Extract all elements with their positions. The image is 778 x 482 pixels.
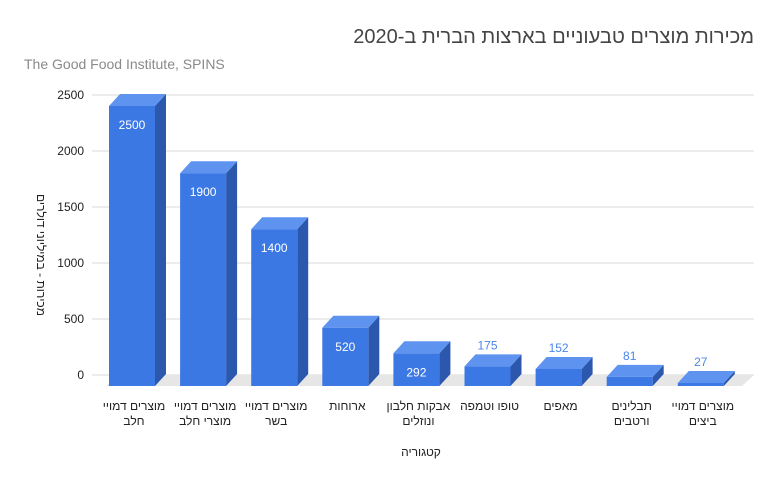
y-axis: 0 500 1000 1500 2000 2500	[57, 88, 84, 382]
bar-side	[723, 370, 735, 386]
bar-front	[464, 366, 511, 386]
bar-top	[464, 354, 522, 367]
y-tick-label: 2000	[57, 144, 84, 158]
data-label: 27	[694, 355, 708, 369]
x-tick-label: מוצרי חלב	[179, 414, 231, 428]
y-tick-label: 2500	[57, 88, 84, 102]
bar-side	[297, 217, 309, 386]
data-label: 520	[335, 340, 355, 354]
x-tick-label: טופו וטמפה	[460, 399, 519, 413]
bar-front	[606, 376, 653, 386]
bar-side	[226, 161, 238, 386]
bar: 1900	[180, 161, 238, 386]
y-tick-label: 1000	[57, 256, 84, 270]
bar: 81	[606, 349, 664, 386]
x-tick-label: תבלינים	[612, 399, 652, 413]
x-tick-label: ארוחות	[329, 399, 366, 413]
data-label: 2500	[119, 118, 146, 132]
bar-top	[535, 356, 593, 369]
bar: 152	[535, 341, 593, 386]
bar-front	[677, 382, 724, 386]
chart-subtitle: The Good Food Institute, SPINS	[24, 56, 225, 72]
bar: 520	[322, 315, 380, 386]
bar-side	[652, 364, 664, 386]
x-tick-label: ונוזלים	[402, 414, 434, 428]
x-tick-label: מוצרים דמויי	[672, 399, 735, 413]
y-tick-label: 500	[64, 312, 84, 326]
bar: 175	[464, 338, 522, 386]
data-label: 1900	[190, 185, 217, 199]
bar-top	[677, 370, 735, 383]
bar-side	[581, 356, 593, 386]
bars: 2500 1900 1400 520 292 175 152 81 27	[109, 94, 735, 386]
bar: 1400	[251, 217, 309, 386]
bar-top	[393, 341, 451, 354]
data-label: 81	[623, 349, 637, 363]
bar-front	[322, 327, 369, 386]
x-tick-label: מוצרים דמויי	[174, 399, 237, 413]
data-label: 152	[549, 341, 569, 355]
bar-front	[180, 173, 227, 386]
bar-front	[535, 368, 582, 386]
x-tick-label: חלב	[123, 414, 144, 428]
bar-front	[109, 106, 155, 386]
bar-top	[251, 217, 309, 230]
bar-top	[606, 364, 664, 377]
bar-side	[155, 94, 166, 386]
bar-side	[439, 341, 451, 386]
x-tick-label: ורטבים	[614, 414, 650, 428]
bar-side	[368, 315, 380, 386]
y-tick-label: 0	[77, 368, 84, 382]
bar: 2500	[109, 94, 166, 386]
bar-front	[393, 353, 440, 386]
y-axis-title: מכירות - במיליוני דולרים	[34, 194, 48, 316]
bar-top	[109, 94, 166, 106]
bar-top	[322, 315, 380, 328]
data-label: 292	[406, 365, 426, 379]
bar-top	[180, 161, 238, 174]
data-label: 1400	[261, 241, 288, 255]
x-tick-label: אבקות חלבון	[387, 399, 451, 413]
x-tick-label: מוצרים דמויי	[245, 399, 308, 413]
x-tick-label: מוצרים דמויי	[103, 399, 166, 413]
x-tick-label: בשר	[265, 414, 287, 428]
y-tick-label: 1500	[57, 200, 84, 214]
bar-front	[251, 229, 298, 386]
bar: 292	[393, 341, 451, 386]
bar-side	[510, 354, 522, 386]
data-label: 175	[477, 338, 497, 352]
bar: 27	[677, 355, 735, 386]
chart-title: מכירות מוצרים טבעוניים בארצות הברית ב-20…	[353, 26, 754, 48]
x-axis-title: קטגוריה	[401, 445, 441, 459]
x-tick-label: ביצים	[689, 414, 717, 428]
x-tick-label: מאפים	[544, 399, 578, 413]
